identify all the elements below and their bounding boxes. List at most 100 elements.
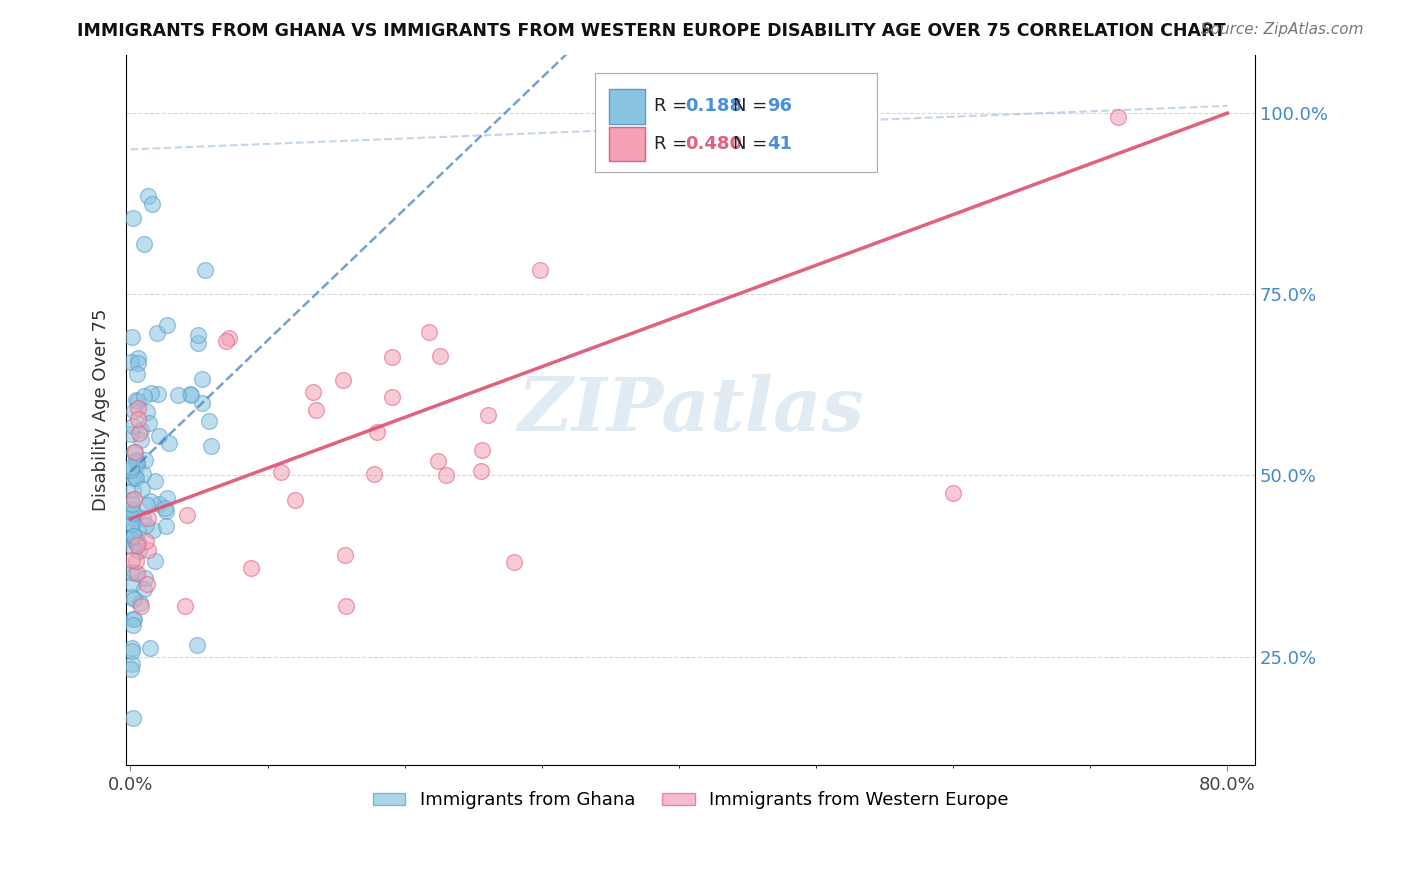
Point <box>471 442 494 457</box>
Text: R =: R = <box>654 97 693 115</box>
Point <box>132 467 155 482</box>
Point <box>122 404 145 418</box>
Point <box>125 393 148 408</box>
Point <box>180 388 202 402</box>
Point <box>122 618 145 632</box>
Point <box>332 373 354 387</box>
Point <box>120 517 142 532</box>
Point <box>529 263 551 277</box>
Point <box>121 511 143 525</box>
Text: IMMIGRANTS FROM GHANA VS IMMIGRANTS FROM WESTERN EUROPE DISABILITY AGE OVER 75 C: IMMIGRANTS FROM GHANA VS IMMIGRANTS FROM… <box>77 22 1226 40</box>
Point <box>125 452 148 467</box>
Point <box>122 506 145 520</box>
Point <box>122 492 145 507</box>
Point <box>122 529 145 543</box>
Point <box>122 471 145 485</box>
Point <box>135 533 157 548</box>
Point <box>121 511 143 525</box>
Point <box>198 414 221 428</box>
Point <box>127 535 149 549</box>
Point <box>239 560 262 574</box>
Point <box>127 401 149 416</box>
Text: 0.480: 0.480 <box>685 135 742 153</box>
FancyBboxPatch shape <box>595 73 877 172</box>
Point <box>167 388 190 402</box>
Point <box>120 501 142 516</box>
Point <box>120 565 142 579</box>
Point <box>503 555 526 569</box>
Point <box>187 336 209 351</box>
Point <box>121 427 143 442</box>
Point <box>155 504 177 518</box>
Point <box>156 491 179 505</box>
Point <box>381 350 404 364</box>
Point <box>142 523 165 537</box>
Point <box>304 403 326 417</box>
Point <box>136 405 159 419</box>
Point <box>124 566 146 580</box>
Point <box>215 334 238 348</box>
Point <box>127 538 149 552</box>
Point <box>139 494 162 508</box>
Text: 96: 96 <box>768 97 793 115</box>
Point <box>125 367 148 381</box>
Point <box>179 387 201 401</box>
Point <box>418 325 440 339</box>
Point <box>129 433 152 447</box>
Point <box>190 372 212 386</box>
Point <box>125 471 148 485</box>
Text: R =: R = <box>654 135 693 153</box>
Point <box>122 483 145 498</box>
Point <box>121 329 143 343</box>
Point <box>157 436 180 450</box>
Point <box>1107 110 1129 124</box>
Point <box>173 599 195 613</box>
Point <box>363 467 385 482</box>
Point <box>143 554 166 568</box>
Point <box>134 236 156 251</box>
Point <box>153 500 176 515</box>
Point <box>148 497 170 511</box>
Point <box>120 354 142 368</box>
Point <box>132 389 155 403</box>
Point <box>429 349 451 363</box>
Point <box>366 425 388 439</box>
Point <box>122 211 145 226</box>
Point <box>120 662 142 676</box>
Point <box>470 464 492 478</box>
Point <box>122 577 145 591</box>
Point <box>120 532 142 546</box>
Point <box>124 445 146 459</box>
Point <box>131 599 153 613</box>
Point <box>124 533 146 548</box>
Point <box>121 640 143 655</box>
Point <box>218 331 240 345</box>
Point <box>122 612 145 626</box>
Text: N =: N = <box>734 135 773 153</box>
Point <box>121 657 143 671</box>
Point <box>146 386 169 401</box>
Text: Source: ZipAtlas.com: Source: ZipAtlas.com <box>1201 22 1364 37</box>
Point <box>127 355 149 369</box>
Point <box>127 393 149 408</box>
Point <box>122 612 145 626</box>
Point <box>333 548 356 562</box>
Point <box>148 428 170 442</box>
Point <box>194 263 217 277</box>
Point <box>121 510 143 524</box>
Point <box>127 535 149 549</box>
Point <box>176 508 198 522</box>
Point <box>124 444 146 458</box>
Point <box>128 544 150 558</box>
Point <box>120 493 142 508</box>
Point <box>139 640 162 655</box>
Point <box>127 566 149 580</box>
Point <box>155 519 177 533</box>
Point <box>121 540 143 554</box>
Point <box>301 385 323 400</box>
Point <box>132 582 155 596</box>
Text: ZIPatlas: ZIPatlas <box>517 374 865 446</box>
Point <box>146 326 169 340</box>
Text: 41: 41 <box>768 135 793 153</box>
Point <box>141 196 163 211</box>
